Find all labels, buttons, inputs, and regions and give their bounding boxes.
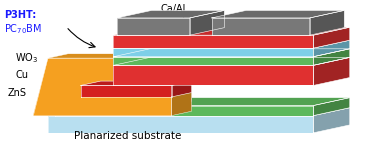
Polygon shape: [81, 81, 192, 85]
Polygon shape: [314, 108, 350, 133]
Polygon shape: [73, 93, 192, 97]
Text: Ca/Al: Ca/Al: [161, 4, 186, 14]
Polygon shape: [172, 54, 192, 116]
Text: ZnS: ZnS: [8, 88, 27, 98]
Polygon shape: [117, 18, 190, 35]
Polygon shape: [310, 10, 344, 35]
Polygon shape: [114, 40, 350, 48]
Polygon shape: [73, 97, 172, 106]
Polygon shape: [314, 49, 350, 65]
Polygon shape: [117, 10, 224, 18]
Polygon shape: [114, 57, 350, 65]
Polygon shape: [55, 106, 314, 116]
Polygon shape: [48, 116, 314, 133]
Text: P3HT:: P3HT:: [4, 10, 37, 20]
Text: PC$_{70}$BM: PC$_{70}$BM: [4, 22, 42, 36]
Polygon shape: [81, 85, 172, 97]
Polygon shape: [114, 57, 314, 65]
Polygon shape: [314, 40, 350, 57]
Polygon shape: [190, 10, 224, 35]
Polygon shape: [212, 18, 310, 35]
Text: Cu: Cu: [15, 70, 28, 80]
Polygon shape: [212, 10, 344, 18]
Text: Planarized substrate: Planarized substrate: [74, 131, 182, 141]
Polygon shape: [114, 35, 314, 48]
Polygon shape: [114, 65, 314, 85]
Polygon shape: [55, 98, 350, 106]
Polygon shape: [172, 93, 192, 106]
Polygon shape: [114, 49, 350, 57]
Polygon shape: [314, 98, 350, 116]
Polygon shape: [114, 48, 314, 57]
Polygon shape: [172, 81, 192, 97]
Polygon shape: [314, 27, 350, 48]
Polygon shape: [114, 27, 350, 35]
Polygon shape: [48, 54, 192, 58]
Polygon shape: [34, 58, 172, 116]
Polygon shape: [48, 108, 350, 116]
Polygon shape: [314, 57, 350, 85]
Text: WO$_3$: WO$_3$: [15, 51, 38, 65]
